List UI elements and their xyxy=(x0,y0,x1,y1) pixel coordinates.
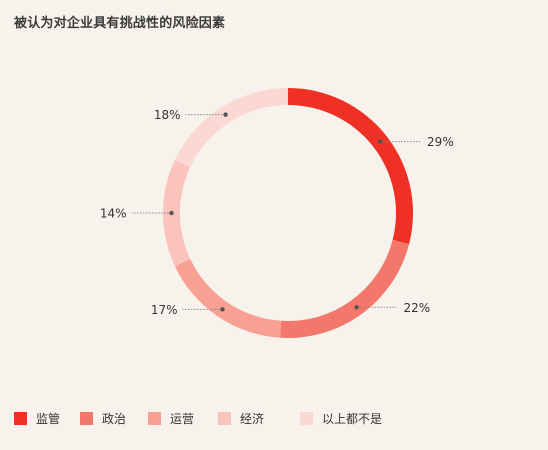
data-label-politics: 22% xyxy=(403,301,430,315)
leader-dot-none-of-above xyxy=(223,112,228,117)
data-label-none-of-above: 18% xyxy=(154,108,181,122)
slice-economy[interactable] xyxy=(163,159,191,267)
legend-swatch-regulation xyxy=(14,412,27,425)
slice-operations[interactable] xyxy=(174,258,282,338)
legend-item-politics[interactable]: 政治 xyxy=(80,410,148,427)
slice-none-of-above[interactable] xyxy=(174,88,288,168)
legend-item-regulation[interactable]: 监管 xyxy=(14,410,80,427)
legend-swatch-none-of-above xyxy=(300,412,313,425)
chart-title: 被认为对企业具有挑战性的风险因素 xyxy=(14,16,226,31)
legend-label-politics: 政治 xyxy=(102,412,127,426)
legend-label-regulation: 监管 xyxy=(36,412,61,426)
leader-dot-politics xyxy=(354,305,359,310)
data-label-regulation: 29% xyxy=(427,135,454,149)
data-label-economy: 14% xyxy=(100,207,127,221)
legend-label-none-of-above: 以上都不是 xyxy=(322,412,383,426)
donut-chart: 29% 22% 17% 14% 18% xyxy=(100,88,454,338)
slice-politics[interactable] xyxy=(280,239,410,338)
legend-swatch-economy xyxy=(218,412,231,425)
leader-dot-economy xyxy=(169,210,174,216)
legend-swatch-operations xyxy=(148,412,161,425)
data-label-operations: 17% xyxy=(151,303,178,317)
legend-label-economy: 经济 xyxy=(240,412,265,426)
legend-label-operations: 运营 xyxy=(170,412,195,426)
legend-swatch-politics xyxy=(80,412,93,425)
leader-dot-regulation xyxy=(377,139,383,144)
slice-regulation[interactable] xyxy=(288,88,414,245)
legend: 监管 政治 运营 经济 以上都不是 xyxy=(14,410,382,427)
legend-item-none-of-above[interactable]: 以上都不是 xyxy=(300,410,382,427)
leader-dot-operations xyxy=(220,307,225,312)
legend-item-operations[interactable]: 运营 xyxy=(148,410,218,427)
legend-item-economy[interactable]: 经济 xyxy=(218,410,300,427)
